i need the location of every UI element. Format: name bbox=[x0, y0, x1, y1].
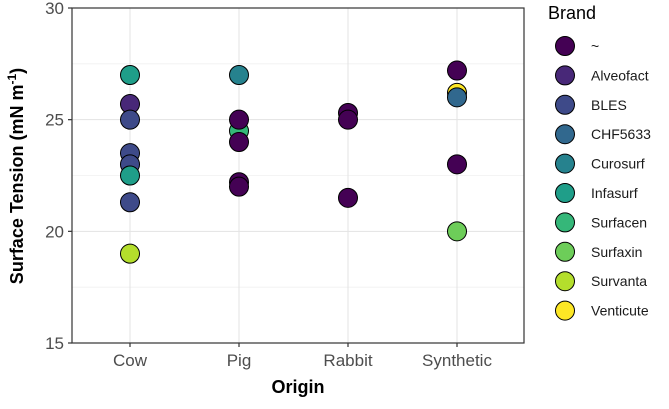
legend-key bbox=[555, 94, 575, 115]
legend-key bbox=[555, 300, 575, 321]
data-point bbox=[447, 60, 467, 81]
legend-label: Venticute bbox=[591, 303, 649, 319]
data-point bbox=[447, 87, 467, 108]
data-point bbox=[120, 65, 140, 85]
x-tick-label: Synthetic bbox=[422, 351, 492, 370]
data-point bbox=[120, 192, 140, 213]
y-axis-title: Surface Tension (mN m-1) bbox=[5, 68, 27, 284]
legend-label: ~ bbox=[591, 38, 599, 54]
data-point bbox=[120, 109, 140, 130]
plot-panel-border bbox=[71, 7, 525, 344]
y-axis-title-main: Surface Tension (mN m bbox=[7, 84, 27, 284]
data-point bbox=[120, 165, 140, 186]
legend-label: Surfaxin bbox=[591, 244, 642, 260]
y-axis-title-superscript: -1 bbox=[5, 73, 19, 84]
data-point bbox=[229, 109, 249, 130]
legend-label: Infasurf bbox=[591, 185, 638, 201]
legend-key bbox=[555, 153, 575, 174]
legend: ~ Alveofact BLES CHF5633 Curosurf Infasurf Sur… bbox=[555, 36, 651, 321]
y-tick-label: 20 bbox=[45, 222, 64, 241]
legend-key bbox=[555, 124, 575, 145]
data-point bbox=[120, 243, 140, 264]
y-axis: 15 20 25 30 bbox=[45, 0, 72, 353]
x-tick-label: Pig bbox=[227, 351, 252, 370]
legend-key bbox=[555, 271, 575, 292]
x-axis-title: Origin bbox=[272, 377, 325, 397]
y-tick-label: 30 bbox=[45, 0, 64, 18]
data-point bbox=[229, 65, 249, 85]
x-tick-label: Cow bbox=[113, 351, 148, 370]
grid-lines bbox=[72, 7, 524, 344]
data-point bbox=[229, 132, 249, 152]
legend-label: Survanta bbox=[591, 273, 647, 289]
legend-key bbox=[555, 212, 575, 233]
data-points bbox=[120, 60, 467, 264]
legend-key bbox=[555, 36, 575, 56]
x-axis: Cow Pig Rabbit Synthetic bbox=[113, 343, 492, 370]
data-point bbox=[447, 221, 467, 242]
y-axis-title-close: ) bbox=[7, 68, 27, 74]
legend-label: Surfacen bbox=[591, 214, 647, 230]
legend-label: CHF5633 bbox=[591, 126, 651, 142]
y-tick-label: 15 bbox=[45, 334, 64, 353]
data-point bbox=[338, 187, 358, 208]
legend-label: Alveofact bbox=[591, 67, 649, 83]
data-point bbox=[338, 109, 358, 130]
data-point bbox=[229, 176, 249, 197]
data-point bbox=[447, 154, 467, 175]
legend-key bbox=[555, 65, 575, 86]
x-tick-label: Rabbit bbox=[323, 351, 372, 370]
legend-key bbox=[555, 183, 575, 203]
legend-label: Curosurf bbox=[591, 156, 645, 172]
legend-key bbox=[555, 241, 575, 262]
legend-label: BLES bbox=[591, 97, 627, 113]
legend-title: Brand bbox=[548, 3, 596, 23]
y-tick-label: 25 bbox=[45, 111, 64, 130]
